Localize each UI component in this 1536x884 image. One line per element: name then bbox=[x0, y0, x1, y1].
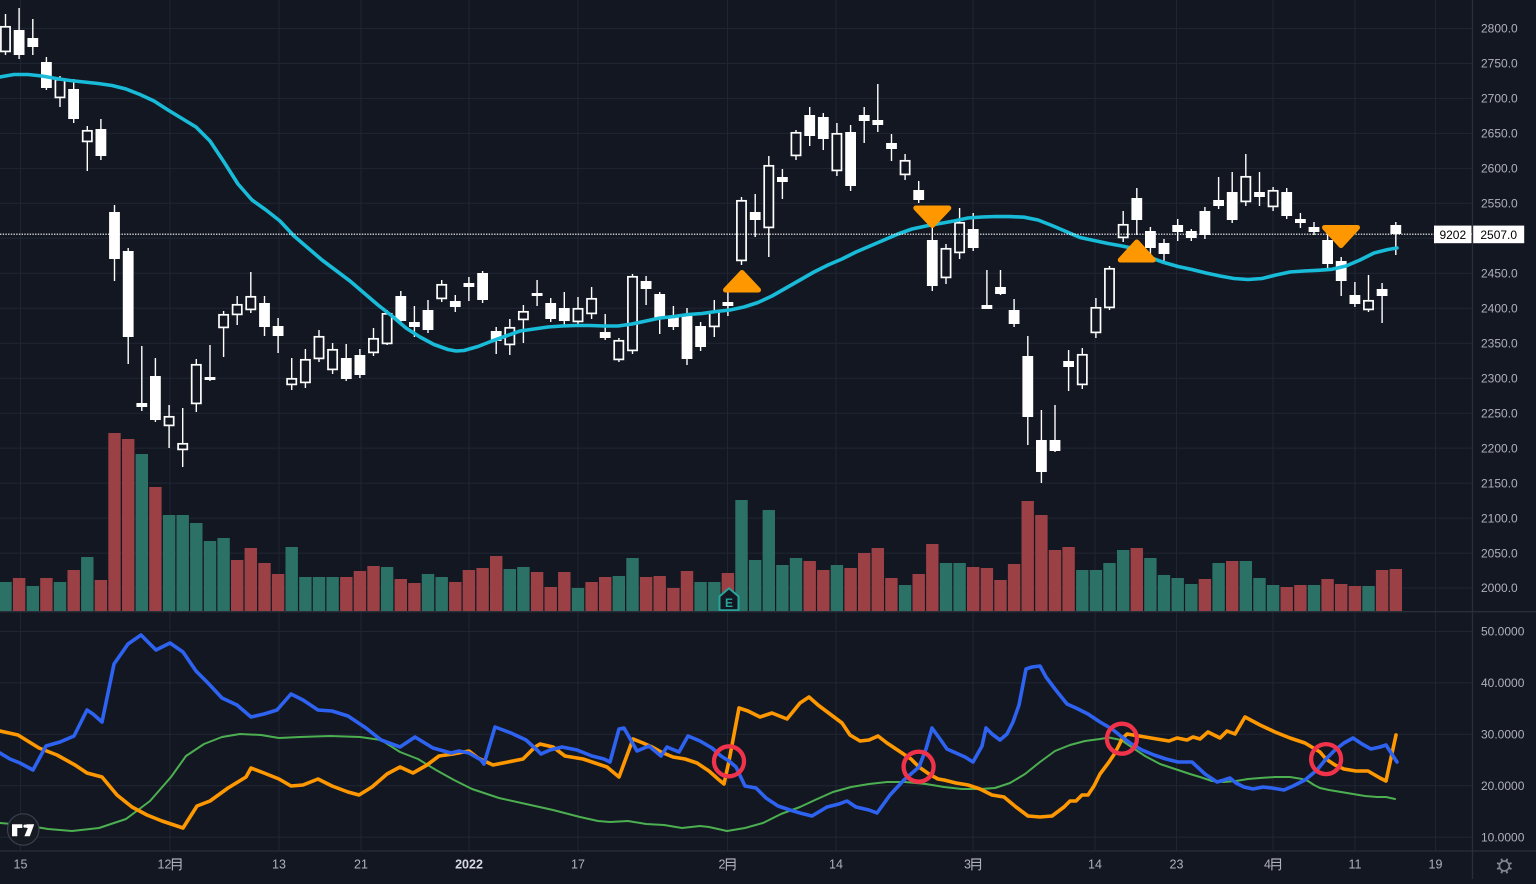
svg-text:10.0000: 10.0000 bbox=[1481, 830, 1525, 844]
svg-text:2250.0: 2250.0 bbox=[1481, 406, 1518, 420]
svg-text:2300.0: 2300.0 bbox=[1481, 371, 1518, 385]
svg-text:2700.0: 2700.0 bbox=[1481, 92, 1518, 106]
svg-text:2050.0: 2050.0 bbox=[1481, 546, 1518, 560]
svg-text:20.0000: 20.0000 bbox=[1481, 779, 1525, 793]
svg-text:11: 11 bbox=[1349, 858, 1362, 872]
svg-text:15: 15 bbox=[14, 858, 28, 872]
svg-text:2600.0: 2600.0 bbox=[1481, 162, 1518, 176]
svg-text:2100.0: 2100.0 bbox=[1481, 511, 1518, 525]
svg-text:2022: 2022 bbox=[455, 858, 483, 872]
svg-text:13: 13 bbox=[272, 858, 286, 872]
svg-text:14: 14 bbox=[1088, 858, 1102, 872]
svg-text:2507.0: 2507.0 bbox=[1480, 228, 1517, 242]
svg-text:E: E bbox=[725, 596, 733, 610]
svg-text:2000.0: 2000.0 bbox=[1481, 581, 1518, 595]
svg-text:21: 21 bbox=[354, 858, 368, 872]
svg-text:30.0000: 30.0000 bbox=[1481, 728, 1525, 742]
svg-text:2400.0: 2400.0 bbox=[1481, 302, 1518, 316]
svg-text:19: 19 bbox=[1429, 858, 1443, 872]
svg-text:2800.0: 2800.0 bbox=[1481, 22, 1518, 36]
svg-text:2750.0: 2750.0 bbox=[1481, 57, 1518, 71]
svg-text:2: 2 bbox=[719, 858, 726, 872]
svg-text:3: 3 bbox=[964, 858, 971, 872]
svg-text:40.0000: 40.0000 bbox=[1481, 676, 1525, 690]
svg-text:12: 12 bbox=[158, 858, 172, 872]
svg-text:2650.0: 2650.0 bbox=[1481, 127, 1518, 141]
svg-text:2350.0: 2350.0 bbox=[1481, 336, 1518, 350]
svg-text:17: 17 bbox=[571, 858, 585, 872]
svg-text:4: 4 bbox=[1264, 858, 1271, 872]
svg-text:2150.0: 2150.0 bbox=[1481, 476, 1518, 490]
svg-text:9202: 9202 bbox=[1439, 228, 1466, 242]
svg-text:14: 14 bbox=[829, 858, 843, 872]
svg-text:2450.0: 2450.0 bbox=[1481, 267, 1518, 281]
svg-text:2550.0: 2550.0 bbox=[1481, 197, 1518, 211]
svg-text:50.0000: 50.0000 bbox=[1481, 625, 1525, 639]
svg-text:2200.0: 2200.0 bbox=[1481, 441, 1518, 455]
svg-text:23: 23 bbox=[1170, 858, 1184, 872]
